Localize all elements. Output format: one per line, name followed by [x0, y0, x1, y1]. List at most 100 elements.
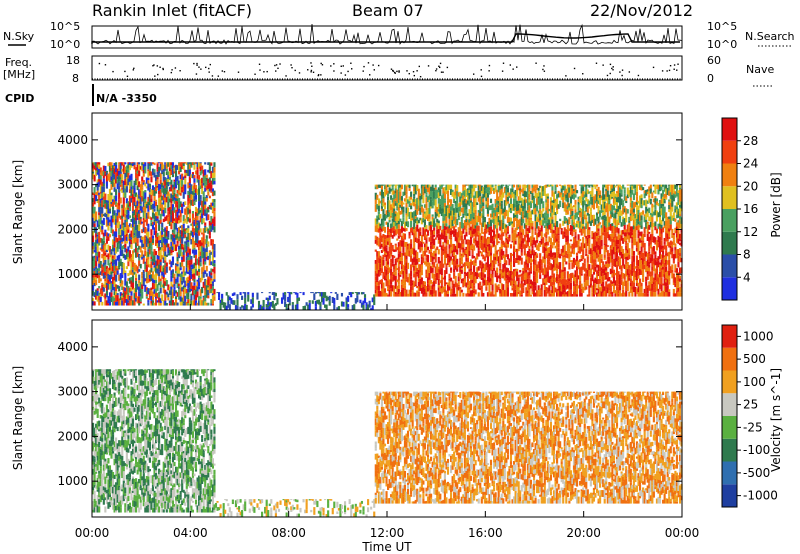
heatmap-cell	[448, 213, 451, 219]
heatmap-cell	[161, 242, 164, 246]
heatmap-cell	[131, 227, 135, 233]
heatmap-cell	[127, 273, 130, 277]
heatmap-cell	[138, 162, 141, 165]
heatmap-cell	[111, 301, 115, 306]
heatmap-cell	[95, 215, 98, 220]
heatmap-cell	[178, 208, 181, 214]
heatmap-cell	[382, 209, 385, 215]
heatmap-cell	[471, 274, 474, 280]
heatmap-cell	[422, 241, 425, 244]
heatmap-cell	[161, 247, 164, 251]
heatmap-cell	[96, 198, 99, 202]
heatmap-cell	[213, 211, 216, 217]
heatmap-cell	[417, 242, 420, 250]
heatmap-cell	[111, 296, 115, 299]
heatmap-cell	[405, 185, 408, 192]
heatmap-cell	[93, 268, 96, 271]
heatmap-cell	[485, 242, 488, 247]
heatmap-cell	[170, 295, 173, 300]
heatmap-cell	[168, 198, 171, 203]
heatmap-cell	[453, 261, 456, 269]
heatmap-cell	[98, 212, 101, 216]
heatmap-cell	[111, 255, 115, 259]
heatmap-cell	[399, 191, 402, 197]
heatmap-cell	[376, 280, 379, 283]
heatmap-cell	[419, 243, 422, 247]
heatmap-cell	[156, 171, 159, 175]
heatmap-cell	[198, 185, 201, 188]
heatmap-cell	[147, 288, 150, 295]
heatmap-cell	[482, 292, 485, 297]
heatmap-cell	[101, 225, 104, 230]
heatmap-cell	[506, 187, 509, 193]
heatmap-cell	[92, 217, 95, 222]
heatmap-cell	[153, 293, 156, 297]
heatmap-cell	[393, 285, 396, 289]
heatmap-cell	[158, 259, 161, 265]
heatmap-cell	[442, 277, 445, 280]
heatmap-cell	[144, 219, 147, 223]
heatmap-cell	[471, 254, 474, 259]
heatmap-cell	[159, 265, 162, 273]
heatmap-cell	[128, 295, 132, 301]
heatmap-cell	[111, 284, 115, 291]
heatmap-cell	[164, 164, 167, 171]
freq-point	[320, 74, 322, 76]
heatmap-cell	[446, 294, 450, 297]
heatmap-cell	[131, 189, 135, 195]
heatmap-cell	[102, 240, 105, 245]
heatmap-cell	[111, 247, 115, 252]
heatmap-cell	[512, 278, 516, 281]
heatmap-cell	[425, 239, 428, 244]
heatmap-cell	[139, 184, 142, 191]
heatmap-cell	[124, 247, 127, 253]
heatmap-cell	[205, 302, 208, 306]
heatmap-cell	[125, 186, 128, 193]
heatmap-cell	[385, 266, 388, 270]
heatmap-cell	[207, 169, 210, 173]
heatmap-cell	[141, 275, 144, 279]
heatmap-cell	[196, 175, 199, 179]
freq-point	[652, 66, 655, 69]
heatmap-cell	[425, 225, 428, 229]
heatmap-cell	[170, 239, 173, 242]
heatmap-cell	[426, 254, 430, 263]
heatmap-cell	[150, 261, 153, 268]
heatmap-cell	[414, 184, 417, 186]
heatmap-cell	[476, 215, 479, 223]
heatmap-cell	[480, 267, 483, 272]
heatmap-cell	[408, 203, 411, 207]
heatmap-cell	[388, 219, 391, 223]
heatmap-cell	[168, 286, 171, 291]
heatmap-cell	[190, 267, 193, 272]
heatmap-cell	[93, 249, 96, 253]
heatmap-cell	[473, 279, 476, 283]
freq-point	[628, 71, 631, 73]
heatmap-cell	[95, 233, 98, 238]
heatmap-cell	[413, 257, 416, 263]
heatmap-cell	[431, 205, 434, 209]
heatmap-cell	[156, 273, 159, 276]
heatmap-cell	[118, 234, 121, 241]
heatmap-cell	[376, 184, 379, 190]
heatmap-cell	[431, 267, 434, 273]
heatmap-cell	[161, 294, 164, 302]
heatmap-cell	[92, 249, 95, 254]
heatmap-cell	[165, 254, 168, 257]
heatmap-cell	[442, 193, 445, 197]
heatmap-cell	[178, 183, 181, 191]
heatmap-cell	[182, 176, 185, 180]
heatmap-cell	[416, 271, 419, 275]
heatmap-cell	[141, 250, 144, 257]
heatmap-cell	[211, 278, 214, 282]
heatmap-cell	[354, 292, 357, 294]
heatmap-cell	[176, 261, 179, 264]
heatmap-cell	[108, 270, 112, 275]
heatmap-cell	[483, 187, 486, 191]
heatmap-cell	[437, 278, 440, 286]
heatmap-cell	[454, 200, 457, 204]
heatmap-cell	[311, 292, 314, 294]
heatmap-cell	[115, 291, 118, 296]
heatmap-cell	[383, 271, 387, 276]
heatmap-cell	[165, 196, 168, 203]
